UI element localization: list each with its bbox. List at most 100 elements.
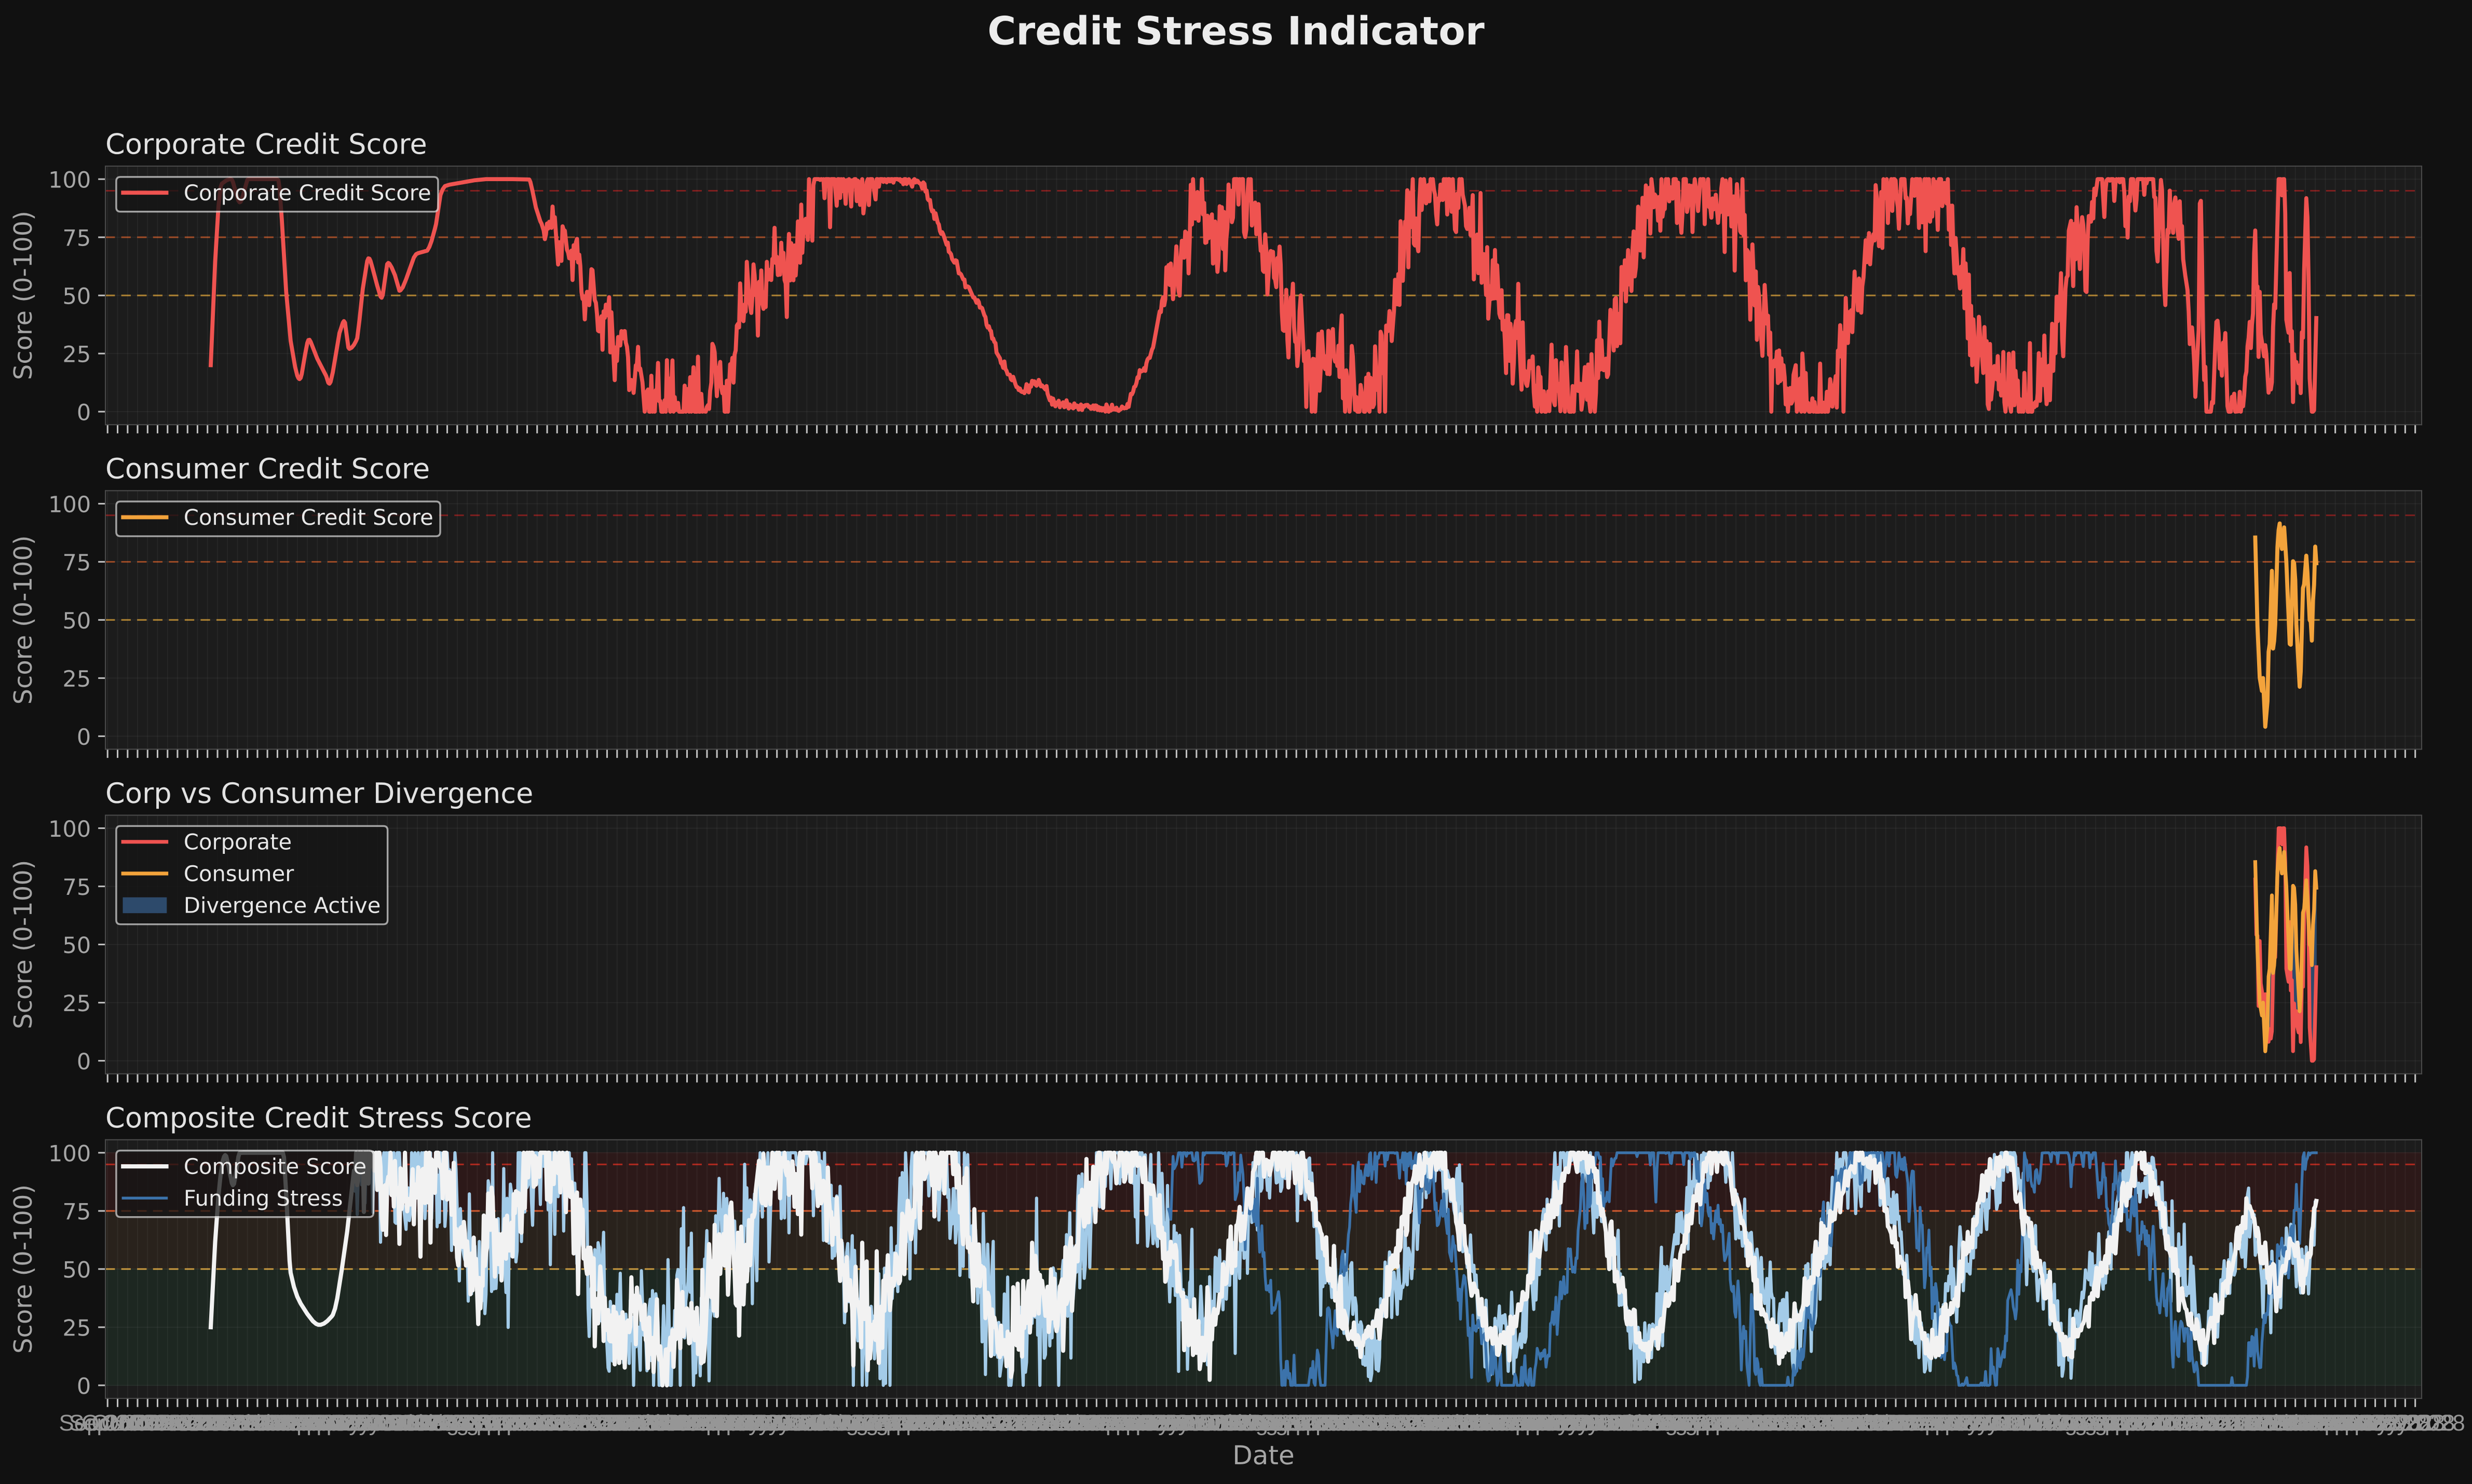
svg-text:Dec 2027: Dec 2027 bbox=[2177, 1410, 2274, 1436]
svg-text:Aug 2024: Aug 2024 bbox=[828, 1410, 925, 1436]
svg-text:Apr 2023: Apr 2023 bbox=[311, 1410, 404, 1436]
svg-text:Apr 2023: Apr 2023 bbox=[291, 1410, 384, 1436]
svg-text:May 2025: May 2025 bbox=[1126, 1410, 1226, 1436]
svg-text:Oct 2022: Oct 2022 bbox=[91, 1410, 184, 1436]
svg-text:Sep 2022: Sep 2022 bbox=[59, 1410, 156, 1436]
svg-text:Oct 2027: Oct 2027 bbox=[2120, 1410, 2212, 1436]
svg-text:Apr 2028: Apr 2028 bbox=[2339, 1410, 2432, 1436]
svg-text:Oct 2022: Oct 2022 bbox=[82, 1410, 174, 1436]
svg-text:Jul 2024: Jul 2024 bbox=[804, 1410, 890, 1436]
svg-text:May 2023: May 2023 bbox=[337, 1410, 437, 1436]
svg-text:Oct 2025: Oct 2025 bbox=[1300, 1410, 1393, 1436]
svg-text:Jun 2026: Jun 2026 bbox=[1579, 1410, 1673, 1436]
svg-text:Mar 2024: Mar 2024 bbox=[659, 1410, 755, 1436]
svg-text:Mar 2028: Mar 2028 bbox=[2277, 1410, 2373, 1436]
svg-text:Aug 2024: Aug 2024 bbox=[848, 1410, 945, 1436]
svg-text:Aug 2027: Aug 2027 bbox=[2047, 1410, 2144, 1436]
svg-text:Dec 2027: Dec 2027 bbox=[2187, 1410, 2284, 1436]
svg-text:May 2024: May 2024 bbox=[717, 1410, 817, 1436]
svg-text:Nov 2022: Nov 2022 bbox=[119, 1410, 216, 1436]
svg-text:Jun 2027: Jun 2027 bbox=[1989, 1410, 2082, 1436]
svg-text:Apr 2027: Apr 2027 bbox=[1930, 1410, 2022, 1436]
svg-text:Feb 2027: Feb 2027 bbox=[1848, 1410, 1944, 1436]
svg-text:Sep 2025: Sep 2025 bbox=[1278, 1410, 1375, 1436]
svg-text:Jul 2026: Jul 2026 bbox=[1633, 1410, 1719, 1436]
svg-text:Jun 2027: Jun 2027 bbox=[1969, 1410, 2062, 1436]
svg-text:Feb 2025: Feb 2025 bbox=[1028, 1410, 1124, 1436]
svg-text:Sep 2023: Sep 2023 bbox=[479, 1410, 576, 1436]
svg-text:Nov 2024: Nov 2024 bbox=[948, 1410, 1045, 1436]
svg-text:Mar 2025: Mar 2025 bbox=[1068, 1410, 1164, 1436]
svg-text:Jul 2024: Jul 2024 bbox=[814, 1410, 900, 1436]
svg-text:Nov 2026: Nov 2026 bbox=[1737, 1410, 1835, 1436]
svg-text:Nov 2027: Nov 2027 bbox=[2137, 1410, 2234, 1436]
svg-text:May 2023: May 2023 bbox=[328, 1410, 427, 1436]
svg-text:Oct 2026: Oct 2026 bbox=[1720, 1410, 1812, 1436]
svg-text:Jun 2026: Jun 2026 bbox=[1590, 1410, 1683, 1436]
svg-text:May 2028: May 2028 bbox=[2366, 1410, 2465, 1436]
svg-text:Oct 2025: Oct 2025 bbox=[1310, 1410, 1403, 1436]
svg-text:Mar 2026: Mar 2026 bbox=[1468, 1410, 1564, 1436]
svg-text:Jul 2026: Jul 2026 bbox=[1603, 1410, 1689, 1436]
svg-text:Feb 2023: Feb 2023 bbox=[220, 1410, 316, 1436]
svg-text:Jun 2023: Jun 2023 bbox=[350, 1410, 444, 1436]
svg-text:May 2026: May 2026 bbox=[1556, 1410, 1656, 1436]
svg-text:Nov 2025: Nov 2025 bbox=[1338, 1410, 1435, 1436]
svg-text:Apr 2025: Apr 2025 bbox=[1101, 1410, 1193, 1436]
svg-text:Jan 2028: Jan 2028 bbox=[2229, 1410, 2322, 1436]
svg-text:Sep 2027: Sep 2027 bbox=[2097, 1410, 2194, 1436]
svg-text:Jul 2025: Jul 2025 bbox=[1203, 1410, 1289, 1436]
svg-text:Jul 2023: Jul 2023 bbox=[414, 1410, 500, 1436]
svg-text:Mar 2025: Mar 2025 bbox=[1058, 1410, 1154, 1436]
svg-text:Nov 2025: Nov 2025 bbox=[1348, 1410, 1445, 1436]
svg-text:Oct 2027: Oct 2027 bbox=[2109, 1410, 2202, 1436]
svg-text:Apr 2025: Apr 2025 bbox=[1091, 1410, 1183, 1436]
svg-text:Jan 2025: Jan 2025 bbox=[1020, 1410, 1113, 1436]
svg-text:May 2023: May 2023 bbox=[318, 1410, 417, 1436]
svg-text:Sep 2022: Sep 2022 bbox=[69, 1410, 166, 1436]
svg-text:Aug 2025: Aug 2025 bbox=[1248, 1410, 1345, 1436]
svg-text:Dec 2023: Dec 2023 bbox=[549, 1410, 646, 1436]
svg-text:Sep 2026: Sep 2026 bbox=[1677, 1410, 1774, 1436]
svg-text:Jan 2025: Jan 2025 bbox=[990, 1410, 1083, 1436]
svg-text:Sep 2025: Sep 2025 bbox=[1288, 1410, 1385, 1436]
svg-text:Mar 2028: Mar 2028 bbox=[2298, 1410, 2394, 1436]
svg-text:Sep 2023: Sep 2023 bbox=[449, 1410, 546, 1436]
svg-text:Jan 2023: Jan 2023 bbox=[181, 1410, 274, 1436]
svg-text:Oct 2026: Oct 2026 bbox=[1710, 1410, 1802, 1436]
svg-text:Mar 2023: Mar 2023 bbox=[260, 1410, 356, 1436]
svg-text:Feb 2027: Feb 2027 bbox=[1838, 1410, 1934, 1436]
svg-text:Mar 2026: Mar 2026 bbox=[1488, 1410, 1584, 1436]
svg-text:Jun 2026: Jun 2026 bbox=[1569, 1410, 1663, 1436]
svg-text:Apr 2027: Apr 2027 bbox=[1920, 1410, 2012, 1436]
svg-text:Jan 2024: Jan 2024 bbox=[610, 1410, 704, 1436]
svg-text:Feb 2023: Feb 2023 bbox=[229, 1410, 325, 1436]
svg-text:Dec 2022: Dec 2022 bbox=[159, 1410, 256, 1436]
svg-text:Jan 2026: Jan 2026 bbox=[1400, 1410, 1493, 1436]
svg-text:Jun 2025: Jun 2025 bbox=[1160, 1410, 1253, 1436]
svg-text:Feb 2028: Feb 2028 bbox=[2247, 1410, 2343, 1436]
svg-text:Mar 2023: Mar 2023 bbox=[250, 1410, 346, 1436]
svg-text:Jun 2025: Jun 2025 bbox=[1170, 1410, 1263, 1436]
svg-text:Dec 2025: Dec 2025 bbox=[1388, 1410, 1485, 1436]
svg-text:Aug 2025: Aug 2025 bbox=[1238, 1410, 1335, 1436]
svg-text:Jul 2026: Jul 2026 bbox=[1613, 1410, 1699, 1436]
svg-text:Jan 2025: Jan 2025 bbox=[1010, 1410, 1103, 1436]
svg-text:Jan 2024: Jan 2024 bbox=[600, 1410, 694, 1436]
svg-text:Aug 2024: Aug 2024 bbox=[818, 1410, 915, 1436]
svg-text:Apr 2024: Apr 2024 bbox=[691, 1410, 783, 1436]
svg-text:May 2026: May 2026 bbox=[1546, 1410, 1646, 1436]
svg-text:Apr 2024: Apr 2024 bbox=[701, 1410, 793, 1436]
svg-text:Sep 2024: Sep 2024 bbox=[858, 1410, 955, 1436]
svg-text:Feb 2024: Feb 2024 bbox=[629, 1410, 725, 1436]
svg-text:Feb 2026: Feb 2026 bbox=[1458, 1410, 1554, 1436]
svg-text:Apr 2028: Apr 2028 bbox=[2319, 1410, 2412, 1436]
svg-text:Nov 2026: Nov 2026 bbox=[1757, 1410, 1854, 1436]
svg-text:Apr 2023: Apr 2023 bbox=[281, 1410, 374, 1436]
svg-text:Jun 2027: Jun 2027 bbox=[1999, 1410, 2093, 1436]
svg-text:Apr 2028: Apr 2028 bbox=[2309, 1410, 2401, 1436]
svg-text:Nov 2027: Nov 2027 bbox=[2157, 1410, 2254, 1436]
svg-text:Aug 2023: Aug 2023 bbox=[429, 1410, 526, 1436]
svg-text:Nov 2022: Nov 2022 bbox=[139, 1410, 236, 1436]
svg-text:Aug 2023: Aug 2023 bbox=[418, 1410, 515, 1436]
